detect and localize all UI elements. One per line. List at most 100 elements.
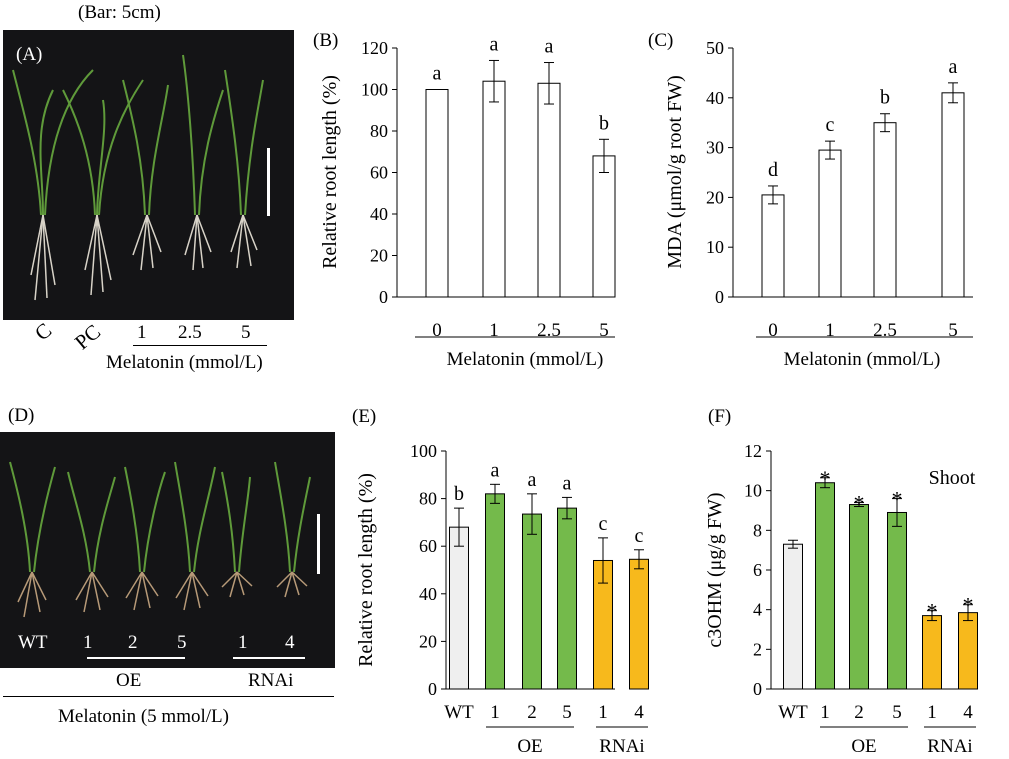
panel-label-0: (B) (313, 30, 338, 51)
bar (815, 482, 835, 690)
significance-label: c (635, 525, 644, 547)
panel-a-bar-note: (Bar: 5cm) (78, 2, 161, 23)
significance-label: * (820, 466, 831, 491)
significance-label: * (927, 599, 938, 624)
y-tick-label: 50 (706, 38, 724, 58)
y-axis-label: MDA (μmol/g root FW) (664, 75, 686, 269)
bar (958, 612, 978, 690)
bar (522, 513, 542, 690)
panel-label-3: (F) (708, 406, 731, 427)
x-tick-label: 4 (634, 702, 644, 723)
x-tick-label: 5 (892, 702, 902, 723)
x-tick-label: 5 (599, 320, 609, 341)
y-tick-label: 40 (419, 584, 437, 604)
significance-label: b (599, 112, 609, 134)
x-tick-label: 1 (598, 702, 608, 723)
significance-label: * (854, 491, 865, 516)
group-label: OE (517, 736, 542, 757)
x-tick-label: 1 (825, 320, 835, 341)
significance-label: a (528, 469, 537, 491)
x-tick-label: 2.5 (537, 320, 561, 341)
bar (761, 194, 785, 298)
y-tick-label: 0 (428, 679, 437, 699)
significance-label: a (563, 472, 572, 494)
x-tick-label: 0 (768, 320, 778, 341)
panel-d-lane-oe2: 2 (128, 632, 138, 653)
x-tick-label: 2.5 (873, 320, 897, 341)
y-tick-label: 80 (370, 121, 388, 141)
y-tick-label: 40 (370, 204, 388, 224)
x-axis-label: Melatonin (mmol/L) (447, 349, 604, 370)
significance-label: * (892, 487, 903, 512)
bar (485, 493, 505, 690)
panel-a-seedlings-image (12, 54, 270, 301)
y-axis-label: c3OHM (μg/g FW) (704, 492, 726, 647)
panel-a-label: (A) (16, 44, 43, 65)
bar (783, 543, 803, 690)
bar (482, 80, 506, 298)
bar (922, 615, 942, 690)
y-tick-label: 60 (419, 536, 437, 556)
panel-d-label: (D) (8, 405, 35, 426)
significance-label: a (545, 36, 554, 58)
bar (941, 92, 965, 298)
panel-d-group-oe: OE (116, 670, 142, 691)
x-tick-label: 2 (527, 702, 537, 723)
group-label: OE (851, 736, 876, 757)
y-tick-label: 120 (361, 38, 388, 58)
panel-d-treatment-line (3, 696, 334, 697)
panel-d-treatment: Melatonin (5 mmol/L) (58, 706, 229, 727)
panel-label-1: (C) (648, 30, 673, 51)
y-tick-label: 100 (361, 80, 388, 100)
bar (592, 155, 616, 298)
x-axis-label: Melatonin (mmol/L) (784, 349, 941, 370)
panel-d-lane-rnai1: 1 (238, 632, 248, 653)
group-label: RNAi (599, 736, 644, 757)
bar (873, 122, 897, 298)
panel-a-melatonin-1: 1 (137, 322, 147, 343)
chart-title: Shoot (929, 467, 976, 489)
y-tick-label: 20 (370, 246, 388, 266)
panel-a-axis-label: Melatonin (mmol/L) (106, 352, 263, 373)
x-tick-label: 1 (820, 702, 830, 723)
bar (449, 526, 469, 690)
y-tick-label: 10 (744, 481, 762, 501)
x-tick-label: 1 (927, 702, 937, 723)
y-tick-label: 40 (706, 88, 724, 108)
significance-label: * (963, 593, 974, 618)
y-tick-label: 2 (753, 639, 762, 659)
y-tick-label: 20 (419, 631, 437, 651)
y-tick-label: 60 (370, 163, 388, 183)
panel-d-group-rnai: RNAi (248, 670, 294, 691)
bar (425, 89, 449, 298)
x-tick-label: 1 (490, 702, 500, 723)
x-tick-label: 5 (562, 702, 572, 723)
significance-label: c (599, 513, 608, 535)
panel-d-lane-rnai4: 4 (285, 632, 295, 653)
bar (537, 82, 561, 298)
group-label: RNAi (927, 736, 972, 757)
y-tick-label: 80 (419, 489, 437, 509)
significance-label: a (491, 459, 500, 481)
x-tick-label: 2 (854, 702, 864, 723)
y-tick-label: 20 (706, 187, 724, 207)
x-tick-label: 0 (432, 320, 442, 341)
x-tick-label: WT (444, 702, 474, 723)
panel-a-melatonin-2-5: 2.5 (178, 322, 202, 343)
x-tick-label: 4 (963, 702, 973, 723)
panel-d-lane-oe5: 5 (177, 632, 187, 653)
panel-d-photo: WT 1 2 5 1 4 (0, 432, 335, 668)
y-tick-label: 30 (706, 138, 724, 158)
significance-label: a (490, 33, 499, 55)
bar (629, 558, 649, 690)
y-tick-label: 10 (706, 237, 724, 257)
y-tick-label: 100 (410, 441, 437, 461)
y-tick-label: 6 (753, 560, 762, 580)
x-tick-label: 5 (948, 320, 958, 341)
y-tick-label: 4 (753, 600, 762, 620)
bar (557, 507, 577, 690)
panel-d-seedlings-image (9, 461, 320, 659)
panel-a-group-line (133, 345, 267, 346)
y-axis-label: Relative root length (%) (319, 75, 341, 269)
